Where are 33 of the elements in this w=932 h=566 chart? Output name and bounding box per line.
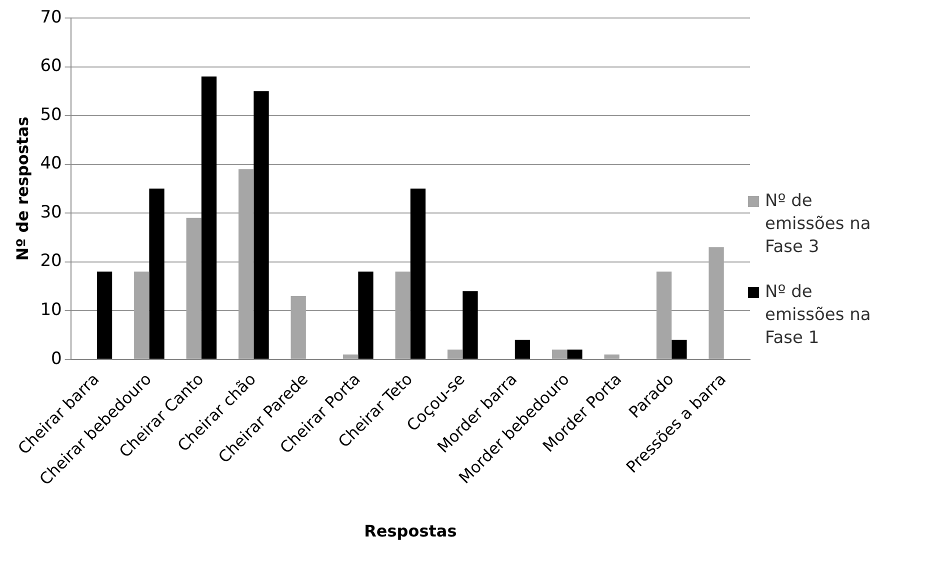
bar — [552, 350, 568, 359]
legend-label: Nº de emissões na Fase 1 — [765, 281, 872, 350]
y-tick-label: 20 — [40, 251, 62, 272]
y-tick-label: 40 — [40, 154, 62, 174]
y-tick-label: 50 — [40, 104, 62, 125]
bar — [656, 272, 672, 359]
bar — [186, 218, 202, 359]
bar — [290, 296, 306, 359]
bar — [448, 350, 463, 359]
bar — [410, 188, 426, 359]
bar — [96, 272, 112, 359]
bar — [343, 354, 358, 359]
bar — [672, 340, 687, 359]
bar — [708, 247, 724, 359]
bar — [604, 354, 620, 359]
y-tick-label: 30 — [40, 202, 62, 222]
bar — [254, 91, 269, 359]
y-axis-title: Nº de respostas — [12, 116, 32, 261]
x-axis-title: Respostas — [364, 522, 457, 541]
bar — [395, 272, 410, 359]
legend-label: Nº de emissões na Fase 3 — [765, 190, 872, 259]
y-tick-label: 0 — [51, 348, 62, 369]
bar — [238, 169, 254, 359]
y-tick-label: 60 — [40, 56, 62, 76]
bar — [567, 350, 582, 359]
bar — [462, 291, 478, 359]
bar — [358, 272, 374, 359]
bar — [514, 340, 530, 359]
bar — [149, 188, 164, 359]
bar — [134, 272, 150, 359]
y-tick-label: 10 — [40, 300, 62, 320]
bar — [201, 76, 217, 359]
y-tick-label: 70 — [40, 7, 62, 28]
